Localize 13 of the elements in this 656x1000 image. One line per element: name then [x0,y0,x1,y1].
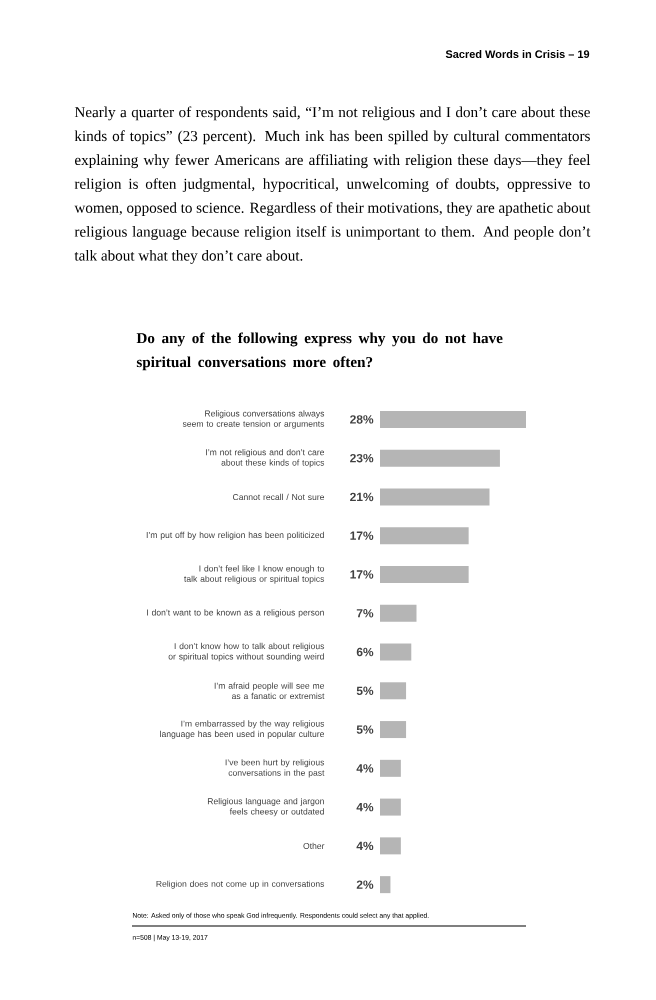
bar [380,643,412,661]
bar [380,527,469,545]
bar [380,604,417,622]
bar [380,837,401,855]
bar [380,565,469,583]
bar [380,876,391,894]
bar [380,721,407,739]
bar [380,682,407,700]
bar [380,449,500,467]
bar [380,488,490,506]
bar [380,798,401,816]
bar [380,410,526,428]
bar [380,759,401,777]
